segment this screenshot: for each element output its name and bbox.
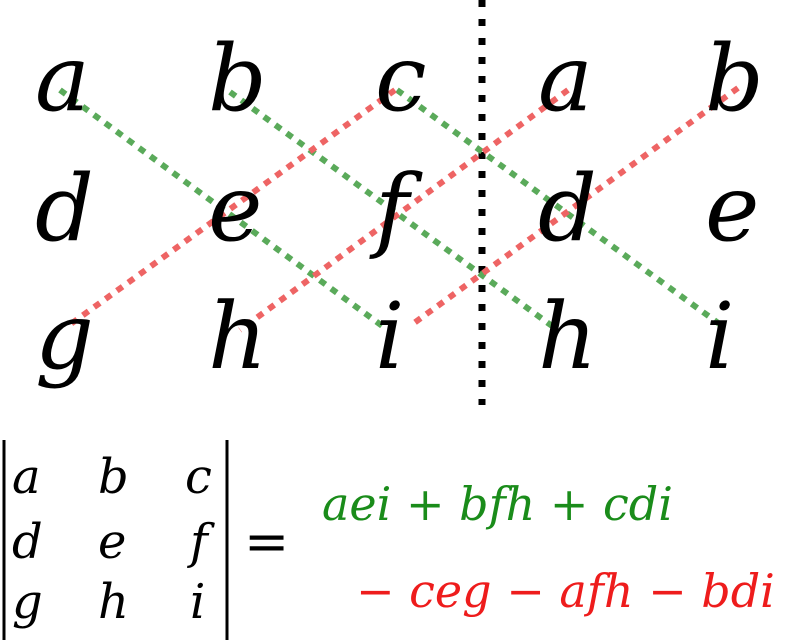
grid-r0-c0: a <box>35 25 90 132</box>
negative-terms: − ceg − afh − bdi <box>356 564 775 618</box>
equals-sign: = <box>244 510 289 573</box>
det-r0-c1: b <box>98 449 129 505</box>
det-r2-c1: h <box>98 574 129 630</box>
det-r2-c0: g <box>12 574 43 630</box>
det-r2-c2: i <box>190 574 205 630</box>
diagonal-ceg <box>66 87 397 329</box>
diagonal-afh <box>238 87 570 333</box>
diagonal-bdi <box>408 85 740 329</box>
grid-r0-c2: c <box>375 25 427 132</box>
diagonal-cdi <box>395 87 727 331</box>
grid-r2-c2: i <box>375 283 404 390</box>
grid-r2-c4: i <box>705 283 734 390</box>
grid-r1-c1: e <box>208 155 262 262</box>
det-r1-c2: f <box>187 514 215 570</box>
diagonal-aei <box>58 87 387 331</box>
grid-r2-c0: g <box>35 283 94 390</box>
grid-r0-c4: b <box>705 25 764 132</box>
det-r1-c1: e <box>98 514 126 570</box>
grid-r2-c1: h <box>208 283 267 390</box>
det-r1-c0: d <box>12 514 43 570</box>
letter-grid: a b c a b d e f d e g h i h i <box>35 25 764 390</box>
det-r0-c2: c <box>185 449 212 505</box>
determinant-matrix: a b c d e f g h i <box>2 440 229 640</box>
det-r0-c0: a <box>12 449 41 505</box>
diagonal-bfh <box>228 89 554 329</box>
grid-r1-c3: d <box>538 155 597 262</box>
grid-r0-c3: a <box>538 25 593 132</box>
positive-diagonals <box>58 87 727 331</box>
grid-r2-c3: h <box>538 283 597 390</box>
grid-r1-c0: d <box>35 155 94 262</box>
grid-r1-c4: e <box>705 155 759 262</box>
positive-terms: aei + bfh + cdi <box>322 477 673 531</box>
negative-diagonals <box>66 85 740 333</box>
grid-r1-c2: f <box>369 155 423 262</box>
grid-r0-c1: b <box>208 25 267 132</box>
